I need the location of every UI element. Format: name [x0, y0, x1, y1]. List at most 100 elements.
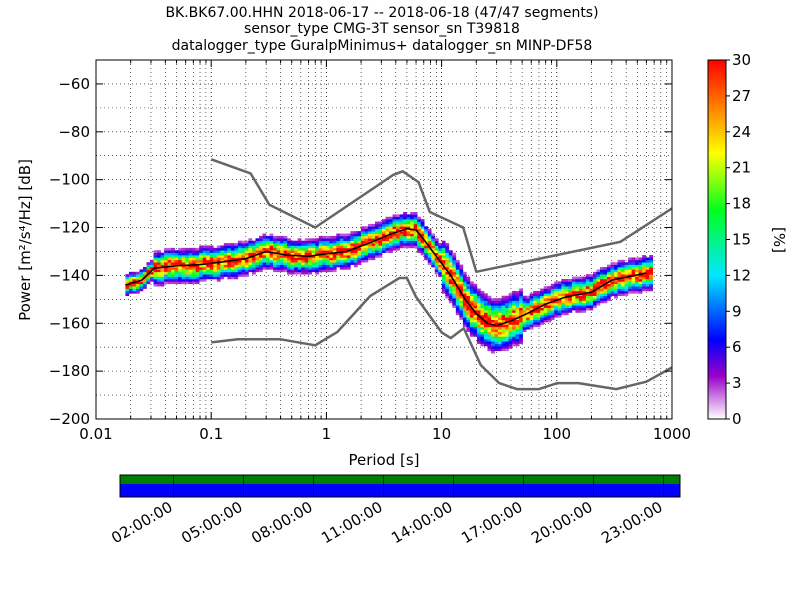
psd-cell	[153, 274, 158, 277]
psd-cell	[469, 322, 474, 325]
psd-cell	[459, 274, 464, 277]
psd-cell	[343, 252, 348, 256]
psd-cell	[568, 300, 573, 304]
psd-cell	[469, 293, 474, 297]
psd-cell	[301, 259, 305, 263]
psd-cell	[318, 250, 323, 253]
psd-cell	[213, 274, 218, 277]
psd-cell	[431, 259, 436, 263]
psd-histogram	[125, 211, 654, 354]
psd-cell	[290, 245, 295, 249]
psd-cell	[178, 281, 182, 285]
psd-cell	[501, 336, 506, 340]
psd-cell	[578, 288, 583, 292]
psd-cell	[357, 252, 362, 256]
psd-cell	[192, 276, 197, 280]
psd-cell	[462, 293, 467, 297]
psd-cell	[575, 283, 580, 287]
psd-cell	[153, 278, 158, 282]
psd-cell	[262, 257, 267, 261]
psd-cell	[505, 329, 509, 332]
psd-cell	[153, 264, 158, 268]
psd-cell	[139, 286, 144, 289]
psd-cell	[396, 216, 400, 220]
psd-cell	[195, 264, 200, 268]
psd-cell	[262, 259, 267, 263]
psd-cell	[374, 245, 379, 249]
psd-cell	[406, 226, 411, 230]
psd-cell	[325, 250, 330, 253]
psd-cell	[382, 228, 386, 232]
psd-cell	[501, 307, 506, 311]
psd-cell	[614, 269, 618, 273]
psd-cell	[164, 271, 168, 275]
psd-cell	[480, 298, 485, 301]
psd-cell	[452, 269, 457, 273]
psd-cell	[150, 276, 154, 280]
psd-cell	[199, 267, 204, 270]
psd-cell	[585, 295, 590, 299]
psd-cell	[378, 240, 383, 244]
psd-cell	[459, 283, 464, 287]
psd-cell	[526, 322, 530, 325]
psd-cell	[536, 305, 541, 309]
psd-cell	[258, 264, 263, 268]
psd-cell	[589, 298, 594, 301]
psd-cell	[262, 262, 267, 265]
psd-cell	[466, 319, 471, 323]
psd-cell	[410, 240, 414, 244]
psd-cell	[258, 245, 263, 249]
psd-cell	[469, 310, 474, 313]
psd-cell	[406, 216, 411, 220]
psd-cell	[487, 312, 492, 316]
psd-cell	[631, 290, 636, 294]
psd-cell	[325, 245, 330, 249]
psd-cell	[357, 259, 362, 263]
psd-cell	[332, 255, 337, 258]
psd-cell	[596, 302, 601, 306]
psd-cell	[244, 252, 249, 256]
psd-cell	[554, 293, 559, 297]
psd-cell	[223, 262, 228, 265]
psd-cell	[638, 269, 643, 273]
psd-cell	[498, 307, 502, 311]
psd-cell	[276, 262, 281, 265]
psd-cell	[462, 281, 467, 285]
psd-cell	[269, 247, 274, 251]
psd-cell	[290, 247, 295, 251]
psd-cell	[649, 274, 654, 277]
psd-cell	[403, 233, 407, 237]
psd-cell	[445, 257, 450, 261]
psd-cell	[491, 322, 495, 325]
psd-cell	[399, 233, 404, 237]
psd-cell	[128, 283, 133, 287]
psd-cell	[157, 283, 161, 287]
psd-cell	[304, 240, 309, 244]
psd-cell	[645, 274, 650, 277]
psd-cell	[515, 295, 520, 299]
psd-cell	[455, 264, 460, 268]
psd-cell	[202, 259, 207, 263]
psd-cell	[178, 262, 182, 265]
psd-cell	[455, 307, 460, 311]
psd-cell	[624, 281, 629, 285]
psd-cell	[607, 298, 611, 301]
psd-cell	[192, 278, 197, 282]
psd-cell	[540, 307, 545, 311]
psd-cell	[167, 257, 172, 261]
x-tick-label: 10	[432, 425, 451, 443]
psd-cell	[519, 295, 523, 299]
psd-cell	[603, 295, 608, 299]
psd-cell	[230, 243, 235, 246]
psd-cell	[392, 233, 397, 237]
psd-cell	[223, 257, 228, 261]
psd-cell	[438, 267, 443, 270]
psd-cell	[216, 257, 221, 261]
psd-cell	[269, 243, 274, 246]
psd-cell	[167, 247, 172, 251]
psd-cell	[241, 262, 246, 265]
psd-cell	[346, 259, 351, 263]
psd-cell	[346, 257, 351, 261]
psd-cell	[592, 295, 597, 299]
psd-cell	[603, 298, 608, 301]
